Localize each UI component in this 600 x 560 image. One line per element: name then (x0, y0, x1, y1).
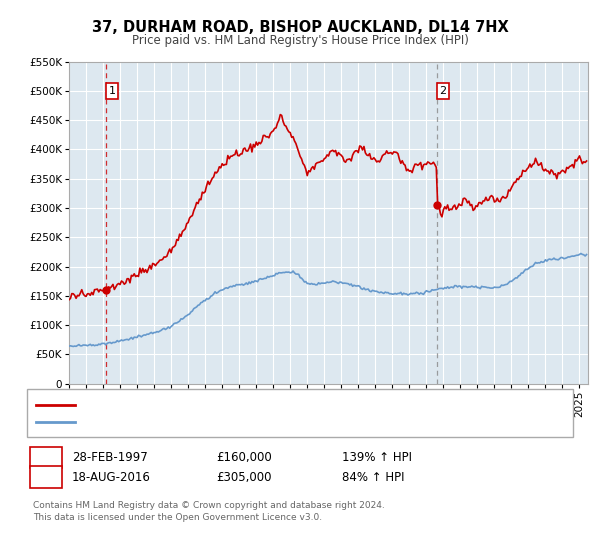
Text: Contains HM Land Registry data © Crown copyright and database right 2024.: Contains HM Land Registry data © Crown c… (33, 501, 385, 510)
Text: 2: 2 (440, 86, 446, 96)
Text: 1: 1 (43, 451, 50, 464)
Text: 37, DURHAM ROAD, BISHOP AUCKLAND, DL14 7HX (detached house): 37, DURHAM ROAD, BISHOP AUCKLAND, DL14 7… (84, 402, 443, 412)
Text: 18-AUG-2016: 18-AUG-2016 (72, 470, 151, 484)
Text: 2: 2 (43, 470, 50, 484)
Text: £305,000: £305,000 (216, 470, 271, 484)
Text: 1: 1 (109, 86, 115, 96)
Text: This data is licensed under the Open Government Licence v3.0.: This data is licensed under the Open Gov… (33, 514, 322, 522)
Text: £160,000: £160,000 (216, 451, 272, 464)
Text: 84% ↑ HPI: 84% ↑ HPI (342, 470, 404, 484)
Text: 139% ↑ HPI: 139% ↑ HPI (342, 451, 412, 464)
Text: HPI: Average price, detached house, County Durham: HPI: Average price, detached house, Coun… (84, 418, 359, 428)
Text: 28-FEB-1997: 28-FEB-1997 (72, 451, 148, 464)
Text: Price paid vs. HM Land Registry's House Price Index (HPI): Price paid vs. HM Land Registry's House … (131, 34, 469, 46)
Text: 37, DURHAM ROAD, BISHOP AUCKLAND, DL14 7HX: 37, DURHAM ROAD, BISHOP AUCKLAND, DL14 7… (92, 20, 508, 35)
